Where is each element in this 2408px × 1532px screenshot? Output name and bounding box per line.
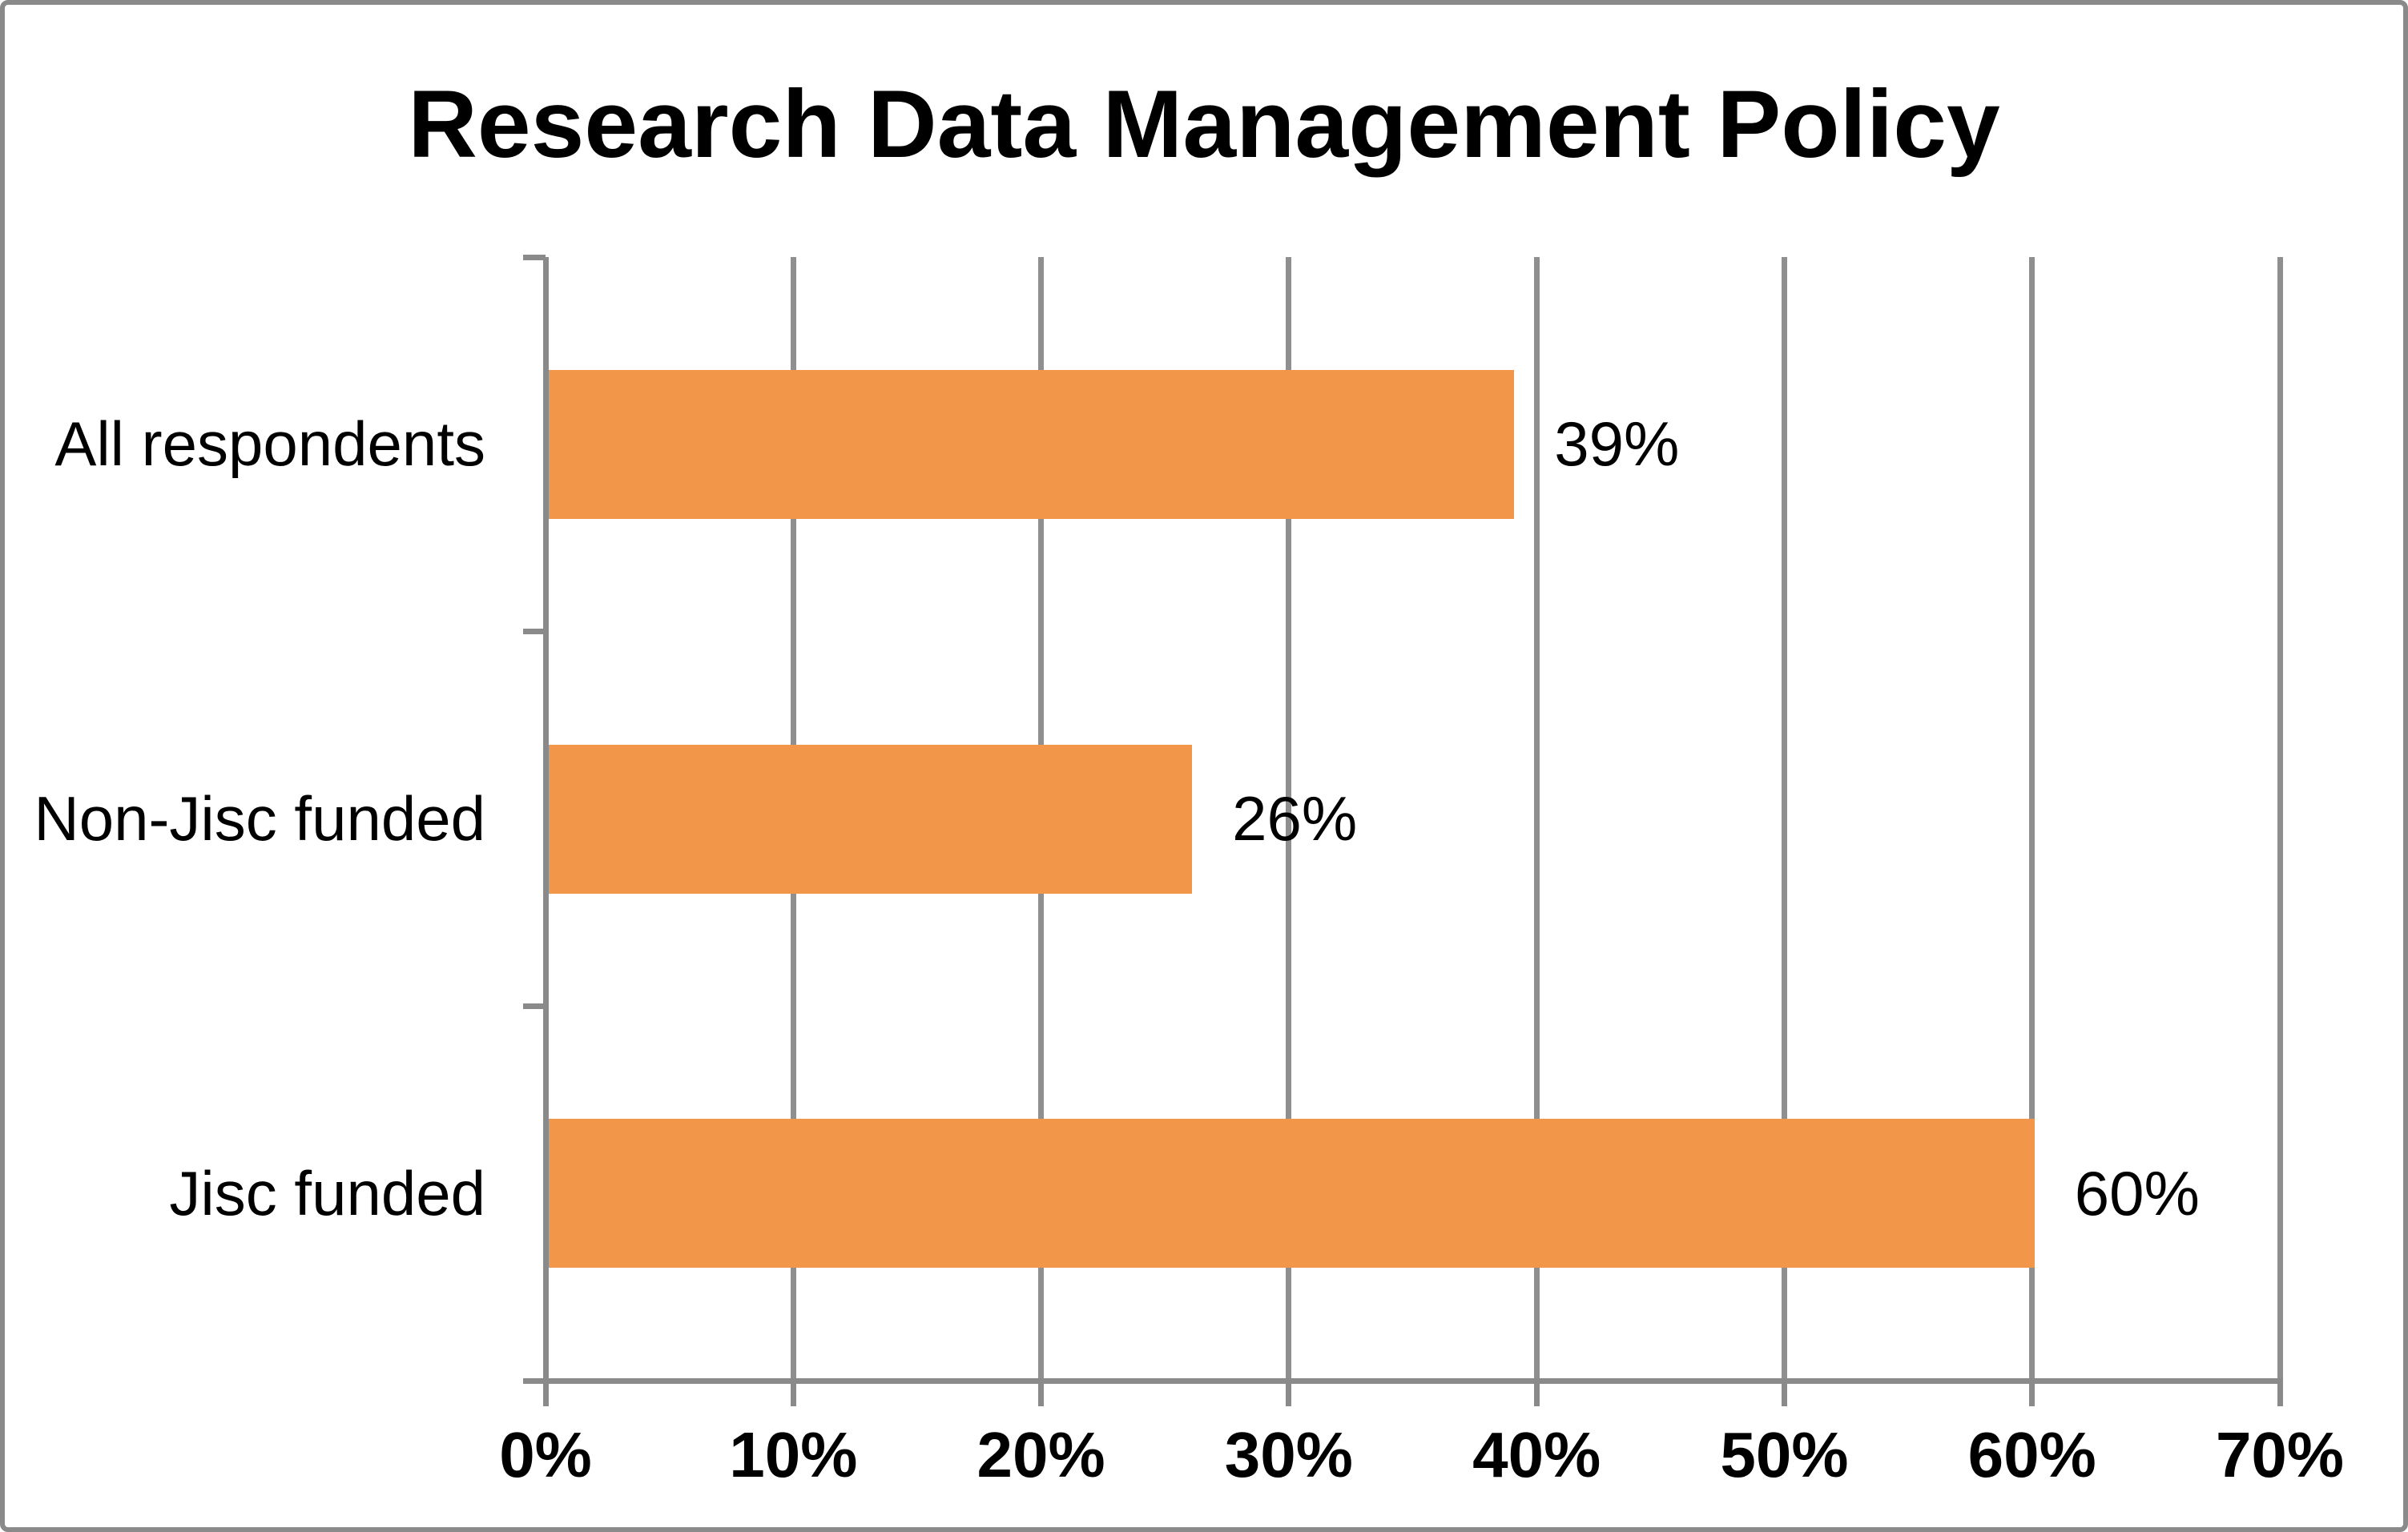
x-axis-line — [523, 1377, 2283, 1384]
x-axis-tick — [1533, 1381, 1540, 1406]
chart-title: Research Data Management Policy — [408, 70, 2000, 178]
x-axis-tick — [1286, 1381, 1292, 1406]
category-boundary-tick — [523, 1377, 546, 1384]
gridline — [2029, 257, 2036, 1381]
bar — [548, 744, 1193, 894]
x-axis-tick — [790, 1381, 796, 1406]
x-tick-label: 70% — [2215, 1419, 2345, 1490]
x-tick-label: 0% — [499, 1419, 592, 1490]
plot-area: 39% All respondents 26% Non-Jisc funded 60% J… — [5, 5, 2403, 1527]
category-boundary-tick — [523, 1003, 546, 1009]
x-tick-label: 40% — [1472, 1419, 1601, 1490]
x-axis-tick — [2029, 1381, 2036, 1406]
bar-value-label: 60% — [2074, 1157, 2200, 1228]
x-tick-label: 10% — [729, 1419, 858, 1490]
category-label: Jisc funded — [169, 1157, 485, 1228]
x-axis-tick — [1781, 1381, 1787, 1406]
x-tick-label: 60% — [1967, 1419, 2096, 1490]
category-label: Non-Jisc funded — [34, 783, 485, 854]
x-tick-label: 20% — [976, 1419, 1105, 1490]
gridline — [1533, 257, 1540, 1381]
x-tick-label: 30% — [1224, 1419, 1353, 1490]
x-axis-tick — [1038, 1381, 1045, 1406]
gridline — [1781, 257, 1787, 1381]
bar-value-label: 39% — [1554, 408, 1680, 480]
bar — [548, 369, 1515, 519]
bar-value-label: 26% — [1232, 783, 1358, 854]
gridline — [1286, 257, 1292, 1381]
bar — [548, 1119, 2035, 1269]
gridline — [2277, 257, 2283, 1381]
x-axis-tick — [2277, 1381, 2283, 1406]
category-boundary-tick — [523, 629, 546, 635]
category-label: All respondents — [54, 408, 485, 480]
category-boundary-tick — [523, 254, 546, 260]
y-axis-line — [542, 257, 549, 1406]
x-tick-label: 50% — [1720, 1419, 1849, 1490]
